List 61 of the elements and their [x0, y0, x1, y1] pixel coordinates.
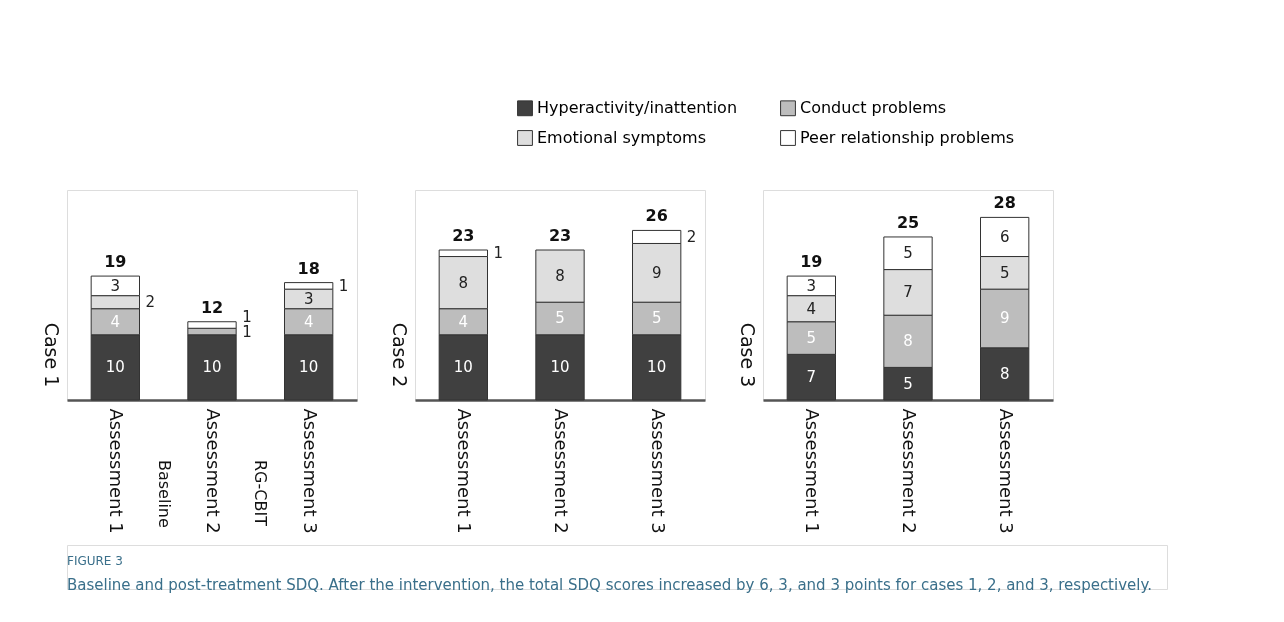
- total-label: 28: [993, 193, 1016, 213]
- x-tick-label: Assessment 3: [299, 408, 321, 534]
- legend-label: Hyperactivity/inattention: [537, 98, 738, 118]
- data-label: 8: [458, 273, 469, 292]
- data-label: 1: [493, 244, 504, 263]
- x-tick-label: Assessment 2: [203, 408, 224, 534]
- data-label: 3: [303, 289, 314, 308]
- data-label: 5: [651, 309, 662, 328]
- text: Case 3: [737, 322, 759, 388]
- data-label: 7: [806, 368, 817, 387]
- data-label: 10: [550, 358, 570, 377]
- total-label: 23: [548, 226, 572, 245]
- data-label: 4: [806, 299, 817, 318]
- x-tick-label: Assessment 3: [995, 408, 1017, 534]
- x-tick-label: Assessment 1: [454, 408, 476, 534]
- data-label: 5: [555, 309, 565, 328]
- data-label: 3: [110, 276, 121, 295]
- data-label: 10: [647, 358, 667, 377]
- text: Case 1: [41, 322, 63, 388]
- data-label: 5: [903, 374, 913, 393]
- x-tick-label: Assessment 3: [647, 408, 669, 534]
- data-label: 5: [903, 244, 913, 263]
- text: Baseline: [154, 460, 174, 528]
- text: Baseline and post-treatment SDQ. After the intervention, the total SDQ scores increased by 6, 3, and 3 points for cases 1, 2, and 3, respectively.: [67, 576, 1152, 594]
- text: RG-CBIT: [251, 460, 271, 527]
- data-label: 8: [555, 267, 565, 286]
- x-tick-label: Assessment 2: [899, 408, 920, 534]
- x-tick-label: Assessment 1: [802, 408, 824, 534]
- data-label: 4: [110, 312, 121, 331]
- total-label: 26: [645, 206, 668, 226]
- total-label: 19: [104, 252, 127, 272]
- total-label: 19: [800, 252, 823, 272]
- total-label: 25: [896, 212, 920, 232]
- legend-label: Emotional symptoms: [537, 128, 706, 147]
- data-label: 4: [458, 312, 469, 331]
- legend-label: Peer relationship problems: [800, 128, 1015, 147]
- data-label: 9: [651, 263, 662, 282]
- data-label: 7: [903, 283, 913, 302]
- legend-label: Conduct problems: [800, 98, 947, 118]
- data-label: 10: [299, 358, 319, 377]
- caption: FIGURE 3: [67, 554, 123, 568]
- data-label: 8: [903, 332, 913, 351]
- data-label: 10: [202, 358, 222, 377]
- x-tick-label: Assessment 2: [551, 408, 572, 534]
- total-label: 18: [297, 258, 320, 278]
- total-label: 23: [452, 226, 475, 245]
- data-label: 10: [105, 358, 125, 377]
- data-label: 5: [806, 329, 817, 348]
- x-tick-label: Assessment 1: [106, 408, 128, 534]
- data-label: 1: [338, 276, 349, 295]
- data-label: 2: [686, 227, 697, 246]
- data-label: 5: [999, 263, 1010, 282]
- data-label: 6: [999, 227, 1010, 246]
- text: Case 2: [389, 322, 411, 388]
- data-label: 4: [303, 312, 314, 331]
- data-label: 8: [999, 364, 1010, 383]
- data-label: 2: [145, 293, 156, 312]
- data-label: 3: [806, 276, 817, 295]
- data-label: 10: [453, 358, 473, 377]
- data-label: 9: [999, 309, 1010, 328]
- total-label: 12: [200, 297, 224, 317]
